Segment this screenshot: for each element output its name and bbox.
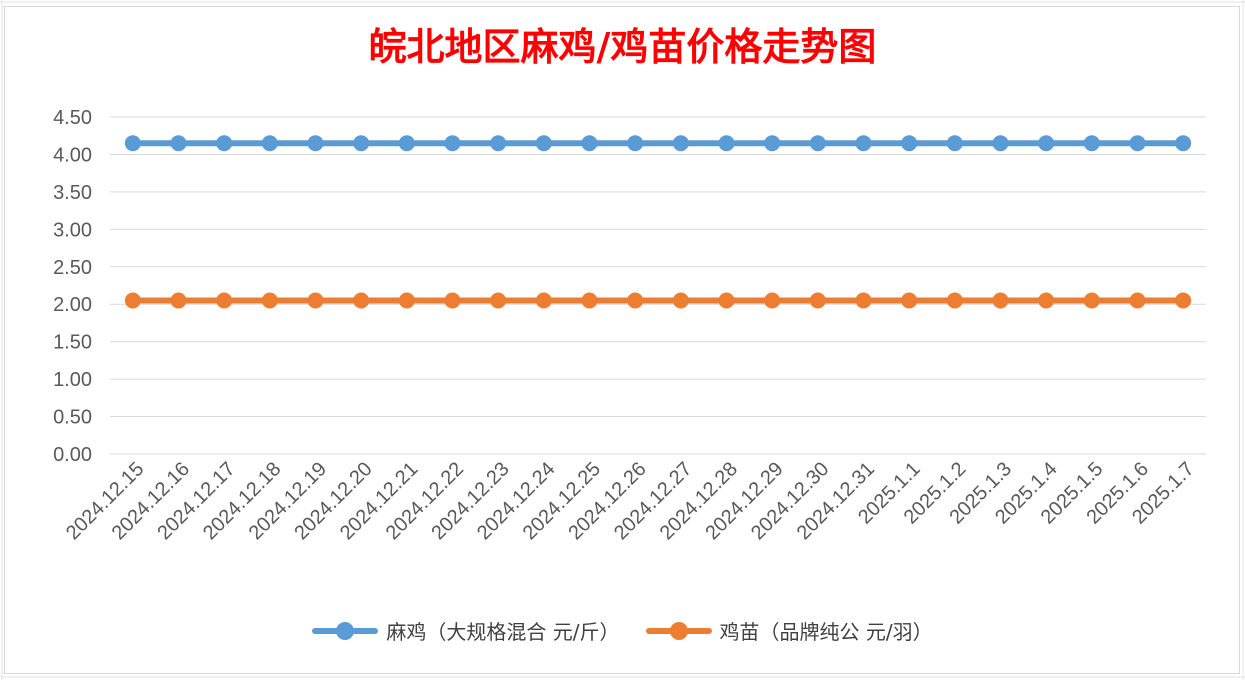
data-point-1[interactable]: [261, 292, 278, 309]
chart-title: 皖北地区麻鸡/鸡苗价格走势图: [368, 24, 877, 69]
data-point-0[interactable]: [718, 135, 735, 152]
legend-dot-1: [669, 621, 688, 640]
legend-label-1: 鸡苗（品牌纯公 元/羽）: [719, 620, 933, 644]
data-point-0[interactable]: [855, 135, 872, 152]
data-point-0[interactable]: [216, 135, 233, 152]
data-point-1[interactable]: [581, 292, 598, 309]
y-tick-label: 4.50: [53, 107, 92, 129]
data-point-0[interactable]: [261, 135, 278, 152]
data-point-1[interactable]: [946, 292, 963, 309]
data-point-1[interactable]: [490, 292, 507, 309]
data-point-0[interactable]: [1083, 135, 1100, 152]
data-point-0[interactable]: [353, 135, 370, 152]
data-point-0[interactable]: [672, 135, 689, 152]
data-point-0[interactable]: [307, 135, 324, 152]
legend-marker-1: [645, 621, 712, 641]
data-point-1[interactable]: [1038, 292, 1055, 309]
data-point-0[interactable]: [444, 135, 461, 152]
legend-label-0: 麻鸡（大规格混合 元/斤）: [386, 620, 620, 644]
data-point-0[interactable]: [809, 135, 826, 152]
data-point-1[interactable]: [398, 292, 415, 309]
data-point-0[interactable]: [946, 135, 963, 152]
data-point-0[interactable]: [170, 135, 187, 152]
y-tick-label: 2.00: [53, 294, 92, 316]
y-axis-ticks: 0.00 0.50 1.00 1.50 2.00 2.50 3.00 3.50 4.00 4.50: [53, 107, 92, 466]
data-point-0[interactable]: [1038, 135, 1055, 152]
data-point-1[interactable]: [216, 292, 233, 309]
legend-dot-0: [336, 621, 355, 640]
data-point-1[interactable]: [1129, 292, 1146, 309]
data-point-0[interactable]: [1129, 135, 1146, 152]
data-point-1[interactable]: [718, 292, 735, 309]
legend-item-series-0[interactable]: 麻鸡（大规格混合 元/斤）: [312, 616, 620, 645]
data-point-0[interactable]: [398, 135, 415, 152]
data-point-0[interactable]: [490, 135, 507, 152]
y-tick-label: 0.50: [53, 407, 92, 429]
data-point-1[interactable]: [535, 292, 552, 309]
data-point-0[interactable]: [901, 135, 918, 152]
y-tick-label: 3.00: [53, 219, 92, 241]
x-axis-ticks: 2024.12.152024.12.162024.12.172024.12.18…: [62, 458, 1199, 544]
data-point-1[interactable]: [672, 292, 689, 309]
series-lines: [124, 135, 1192, 309]
data-point-0[interactable]: [535, 135, 552, 152]
legend-item-series-1[interactable]: 鸡苗（品牌纯公 元/羽）: [645, 616, 933, 645]
y-tick-label: 3.50: [53, 182, 92, 204]
data-point-0[interactable]: [581, 135, 598, 152]
data-point-1[interactable]: [992, 292, 1009, 309]
gridlines: [110, 116, 1206, 455]
data-point-1[interactable]: [307, 292, 324, 309]
data-point-1[interactable]: [1083, 292, 1100, 309]
data-point-0[interactable]: [764, 135, 781, 152]
data-point-1[interactable]: [764, 292, 781, 309]
data-point-1[interactable]: [901, 292, 918, 309]
y-tick-label: 0.00: [53, 444, 92, 466]
data-point-1[interactable]: [353, 292, 370, 309]
data-point-1[interactable]: [1175, 292, 1192, 309]
data-point-1[interactable]: [170, 292, 187, 309]
data-point-1[interactable]: [444, 292, 461, 309]
y-tick-label: 4.00: [53, 144, 92, 166]
y-tick-label: 1.50: [53, 332, 92, 354]
legend-marker-0: [312, 621, 379, 641]
data-point-0[interactable]: [1175, 135, 1192, 152]
data-point-1[interactable]: [627, 292, 644, 309]
y-tick-label: 2.50: [53, 257, 92, 279]
data-point-1[interactable]: [124, 292, 141, 309]
legend[interactable]: 麻鸡（大规格混合 元/斤） 鸡苗（品牌纯公 元/羽）: [0, 616, 1245, 645]
y-tick-label: 1.00: [53, 369, 92, 391]
data-point-1[interactable]: [855, 292, 872, 309]
data-point-0[interactable]: [124, 135, 141, 152]
data-point-1[interactable]: [809, 292, 826, 309]
data-point-0[interactable]: [627, 135, 644, 152]
data-point-0[interactable]: [992, 135, 1009, 152]
